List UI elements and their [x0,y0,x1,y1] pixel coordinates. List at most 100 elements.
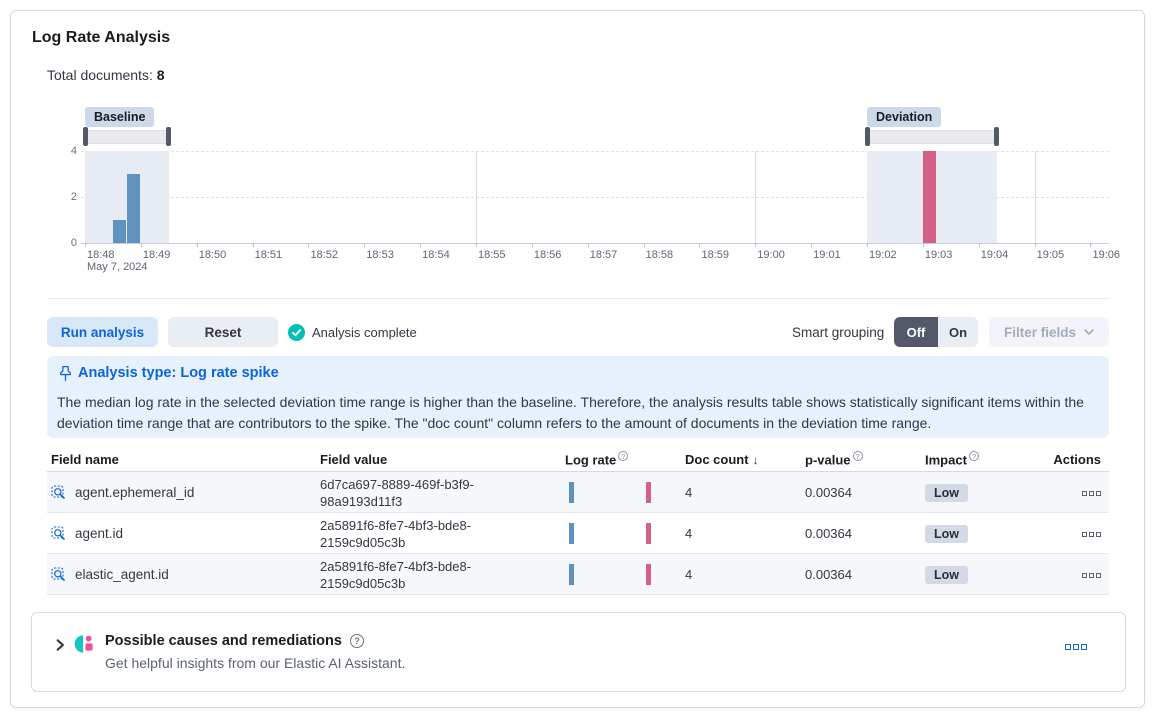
insights-title-row[interactable]: Possible causes and remediations ? [105,633,364,649]
deviation-label-badge: Deviation [867,107,942,127]
p-value-cell: 0.00364 [805,485,852,500]
x-axis-tick-label: 18:58 [645,249,674,261]
sort-desc-icon: ↓ [752,453,759,467]
x-axis-tick-label: 18:53 [366,249,394,261]
x-axis-tick-label: 18:56 [533,249,562,261]
document-count-chart: 4 2 0 18:48 18:49 18:50 18:51 18:52 18:53 18:54 18… [11,11,1144,306]
deviation-brush-left-handle[interactable] [865,127,871,146]
x-axis-tick-label: 19:03 [924,249,953,261]
column-header-doc-count[interactable]: Doc count ↓ [685,452,759,467]
insights-actions-icon[interactable] [1065,644,1087,650]
deviation-brush-right-handle[interactable] [994,127,1000,146]
actions-menu-icon[interactable] [1082,573,1101,579]
impact-cell: Low [921,524,1031,543]
x-axis-tick [531,243,533,247]
actions-menu-icon[interactable] [1082,491,1101,497]
x-axis-tick-label: 18:49 [142,249,171,261]
pin-icon [60,365,71,382]
x-axis-tick-label: 18:50 [198,249,227,261]
baseline-brush-right-handle[interactable] [165,127,171,146]
row-actions-cell [1031,526,1109,541]
elastic-ai-assistant-icon [74,635,93,653]
x-axis-tick [1090,243,1092,247]
column-header-log-rate[interactable]: Log rate? [561,451,681,468]
field-filter-icon[interactable] [51,525,67,542]
y-axis-tick-label: 4 [70,145,77,157]
smart-grouping-off-button[interactable]: Off [894,317,938,347]
x-axis-tick-label: 18:51 [254,249,283,261]
x-axis-tick-label: 19:05 [1036,249,1065,261]
x-axis-tick-label: 18:55 [478,249,506,261]
p-value-cell: 0.00364 [805,526,852,541]
x-axis-tick [1034,243,1036,247]
baseline-label-badge: Baseline [85,107,155,127]
row-actions-cell [1031,485,1109,500]
actions-menu-icon[interactable] [1082,532,1101,538]
log-rate-sparkline [561,554,681,595]
filter-fields-button[interactable]: Filter fields [989,317,1109,347]
insights-title: Possible causes and remediations [105,633,342,649]
x-axis-tick-label: 19:01 [813,249,841,261]
impact-cell: Low [921,565,1031,584]
chevron-right-icon[interactable] [53,638,67,652]
deviation-brush[interactable] [867,130,998,144]
log-rate-sparkline [561,513,681,554]
baseline-bar [112,220,126,243]
x-axis-tick [978,243,980,247]
x-axis-tick-label: 18:57 [589,249,618,261]
x-axis-tick-label: 18:48 [87,249,115,261]
x-axis-tick-label: 19:02 [869,249,897,261]
analysis-type-callout: Analysis type: Log rate spike The median… [47,356,1109,438]
callout-title: Analysis type: Log rate spike [78,365,279,381]
x-axis-tick [364,243,366,247]
info-icon[interactable]: ? [968,451,979,462]
question-circle-icon[interactable]: ? [349,634,364,648]
deviation-bar [922,151,936,243]
impact-badge: Low [925,483,968,502]
x-axis-tick [308,243,310,247]
x-axis-tick [643,243,645,247]
doc-count-cell: 4 [685,567,693,582]
total-documents-label: Total documents: [47,67,153,83]
x-axis-tick [140,243,142,247]
x-axis-tick-label: 18:54 [422,249,450,261]
x-axis-tick-label: 19:04 [980,249,1009,261]
reset-button[interactable]: Reset [168,317,278,347]
x-axis-tick-label: 18:59 [701,249,729,261]
page-title: Log Rate Analysis [32,29,171,46]
x-gridline [755,151,757,243]
x-axis-tick [476,243,478,247]
x-axis-tick-label: 19:00 [757,249,785,261]
info-icon[interactable]: ? [852,451,863,462]
baseline-brush-left-handle[interactable] [83,127,88,146]
total-documents-value: 8 [156,67,165,83]
field-value-cell: 2a5891f6-8fe7-4bf3-bde8-2159c9d05c3b [320,558,472,591]
field-filter-icon[interactable] [51,484,67,501]
x-gridline [1034,151,1036,243]
x-axis-tick [420,243,422,247]
run-analysis-button[interactable]: Run analysis [47,317,158,347]
x-axis-tick [867,243,869,247]
column-header-field-value[interactable]: Field value [320,452,388,467]
info-icon[interactable]: ? [618,451,629,462]
x-axis-tick [755,243,757,247]
ai-insights-accordion: Possible causes and remediations ? Get h… [31,612,1126,692]
column-header-actions: Actions [1053,452,1101,467]
column-header-p-value[interactable]: p-value? [801,451,921,468]
column-header-field-name[interactable]: Field name [51,452,119,467]
field-filter-icon[interactable] [51,566,67,583]
horizontal-rule [47,298,1109,299]
column-header-impact[interactable]: Impact? [921,451,1031,468]
smart-grouping-on-button[interactable]: On [938,317,978,347]
table-row: agent.ephemeral_id 6d7ca697-8889-469f-b3… [47,472,1109,513]
x-axis-tick [587,243,589,247]
chevron-down-icon [1084,329,1094,335]
x-axis-tick [196,243,198,247]
smart-grouping-toggle: Off On [894,317,978,347]
smart-grouping-label: Smart grouping [792,325,885,340]
baseline-brush[interactable] [85,130,169,144]
table-row: elastic_agent.id 2a5891f6-8fe7-4bf3-bde8… [47,554,1109,595]
table-row: agent.id 2a5891f6-8fe7-4bf3-bde8-2159c9d… [47,513,1109,554]
doc-count-cell: 4 [685,485,693,500]
